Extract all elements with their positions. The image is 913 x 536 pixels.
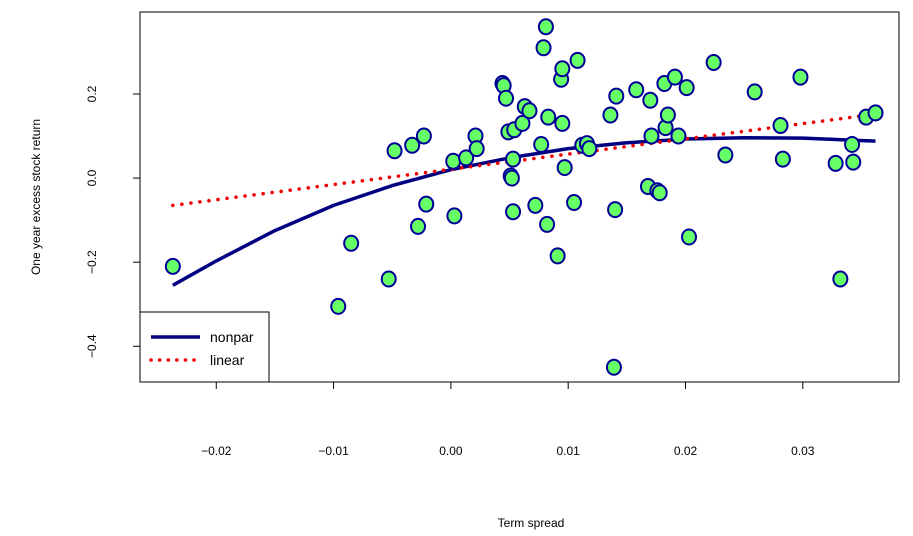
y-tick-label: 0.2 [85, 85, 99, 102]
data-point [556, 159, 573, 177]
data-point [666, 68, 683, 86]
data-points [164, 18, 884, 376]
data-point [330, 297, 347, 315]
data-point [772, 117, 789, 135]
x-axis-label: Term spread [498, 516, 565, 530]
data-point [458, 149, 475, 167]
y-axis: −0.4 −0.2 0.0 0.2 [85, 85, 141, 358]
data-point [642, 91, 659, 109]
data-point [343, 234, 360, 252]
data-point [404, 136, 421, 154]
data-point [605, 358, 622, 376]
data-point [581, 140, 598, 158]
data-point [164, 257, 181, 275]
data-point [628, 81, 645, 99]
data-point [867, 104, 884, 122]
data-point [569, 51, 586, 69]
data-point [521, 102, 538, 120]
data-point [602, 106, 619, 124]
data-point [445, 152, 462, 170]
data-point [608, 87, 625, 105]
data-point [832, 270, 849, 288]
data-point [505, 150, 522, 168]
data-point [844, 135, 861, 153]
x-tick-label: −0.01 [318, 444, 349, 458]
data-point [845, 153, 862, 171]
data-point [643, 127, 660, 145]
data-point [566, 193, 583, 211]
data-point [505, 203, 522, 221]
data-point [746, 83, 763, 101]
y-tick-label: −0.2 [85, 250, 99, 274]
data-point [705, 53, 722, 71]
data-point [533, 135, 550, 153]
x-tick-label: 0.01 [557, 444, 581, 458]
legend: nonpar linear [139, 311, 270, 383]
y-tick-label: 0.0 [85, 169, 99, 186]
data-point [498, 89, 515, 107]
data-point [537, 18, 554, 36]
y-tick-label: −0.4 [85, 334, 99, 358]
data-point [446, 207, 463, 225]
data-point [540, 108, 557, 126]
data-point [418, 195, 435, 213]
data-point [659, 106, 676, 124]
data-point [554, 60, 571, 78]
data-point [410, 217, 427, 235]
data-point [380, 270, 397, 288]
legend-label-nonpar: nonpar [210, 329, 254, 345]
data-point [678, 79, 695, 97]
data-point [514, 114, 531, 132]
x-axis: −0.02 −0.01 0.00 0.01 0.02 0.03 [201, 381, 815, 458]
data-point [415, 127, 432, 145]
data-point [503, 169, 520, 187]
y-axis-label: One year excess stock return [29, 119, 43, 275]
fitted-curves [171, 112, 878, 287]
x-tick-label: 0.02 [674, 444, 698, 458]
data-point [607, 201, 624, 219]
data-point [827, 154, 844, 172]
data-point [792, 68, 809, 86]
data-point [527, 196, 544, 214]
data-point [670, 127, 687, 145]
data-point [468, 140, 485, 158]
data-point [717, 146, 734, 164]
data-point [651, 184, 668, 202]
data-point [386, 142, 403, 160]
x-tick-label: 0.03 [791, 444, 815, 458]
data-point [681, 228, 698, 246]
legend-box [139, 311, 270, 383]
legend-label-linear: linear [210, 352, 245, 368]
data-point [535, 39, 552, 57]
x-tick-label: −0.02 [201, 444, 232, 458]
curve-linear [171, 112, 878, 208]
data-point [549, 247, 566, 265]
data-point [539, 215, 556, 233]
data-point [554, 114, 571, 132]
data-point [774, 150, 791, 168]
x-tick-label: 0.00 [439, 444, 463, 458]
